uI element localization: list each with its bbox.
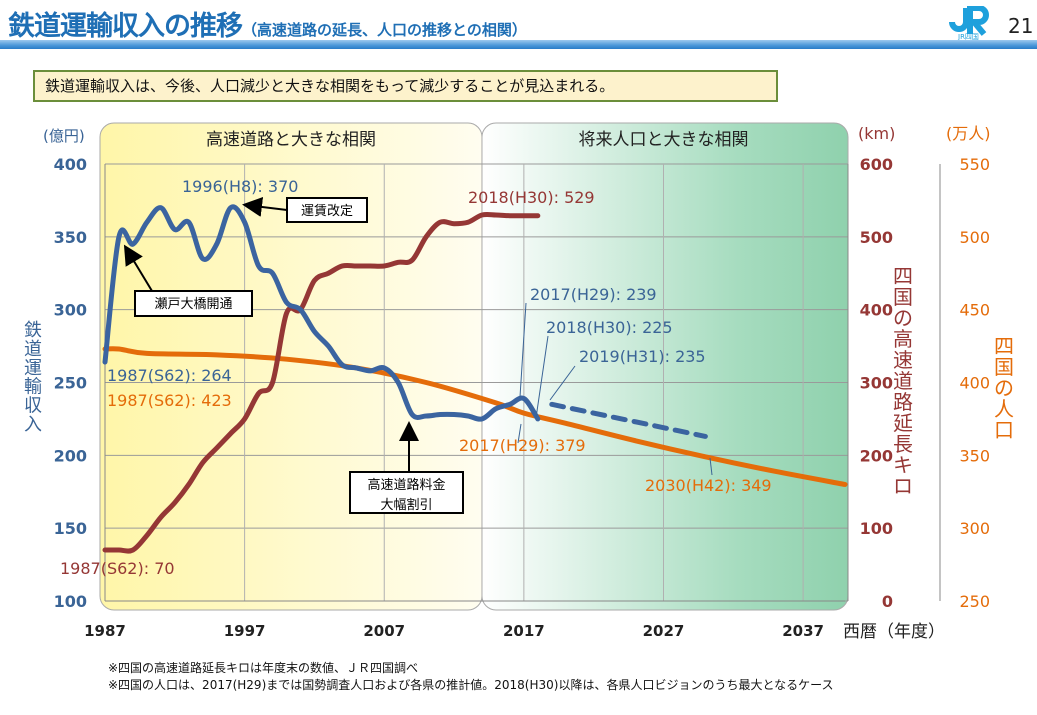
key-message-box: 鉄道運輸収入は、今後、人口減少と大きな相関をもって減少することが見込まれる。 bbox=[33, 70, 778, 102]
km-tick-label: 300 bbox=[860, 374, 893, 393]
left-axis-label-char: 収 bbox=[24, 396, 42, 417]
annotation-seto-bridge bbox=[134, 290, 253, 317]
km-tick-label: 500 bbox=[860, 228, 893, 247]
left-tick-label: 400 bbox=[54, 155, 87, 174]
series-line-revenue_projection bbox=[549, 401, 708, 439]
svg-text:JR四国: JR四国 bbox=[957, 33, 979, 40]
data-label: 1987(S62): 70 bbox=[60, 559, 175, 578]
data-label: 2019(H31): 235 bbox=[579, 347, 706, 366]
pop-axis-label-char: 口 bbox=[994, 418, 1014, 442]
x-tick-label: 2007 bbox=[363, 622, 405, 640]
footnotes: ※四国の高速道路延長キロは年度末の数値、ＪＲ四国調べ ※四国の人口は、2017(… bbox=[108, 660, 834, 694]
annotation-toll-discount-text: 高速道路料金 bbox=[367, 477, 445, 493]
page-subtitle: （高速道路の延長、人口の推移との相関） bbox=[242, 21, 527, 39]
x-axis-label: 西暦（年度） bbox=[843, 622, 945, 642]
km-axis-label-char: 高 bbox=[893, 327, 913, 351]
km-axis-label-char: 道 bbox=[893, 369, 913, 393]
pop-axis-unit: (万人) bbox=[946, 124, 991, 143]
km-axis-label-char: の bbox=[893, 306, 913, 330]
left-axis-label-char: 輸 bbox=[24, 377, 42, 398]
left-axis-unit: (億円) bbox=[43, 127, 85, 145]
series-line-revenue bbox=[102, 204, 541, 422]
left-axis-label-char: 道 bbox=[24, 339, 42, 360]
km-tick-label: 600 bbox=[860, 155, 893, 174]
leader-line bbox=[535, 335, 549, 419]
arrow bbox=[123, 244, 153, 292]
series-line-highway bbox=[102, 211, 541, 554]
left-tick-label: 250 bbox=[54, 374, 87, 393]
footnote: ※四国の高速道路延長キロは年度末の数値、ＪＲ四国調べ bbox=[108, 661, 419, 675]
jr-logo: JR四国 bbox=[949, 6, 989, 40]
annotation-fare-revision bbox=[286, 197, 368, 223]
pop-axis-label-char: の bbox=[994, 376, 1014, 400]
left-axis-label-char: 鉄 bbox=[24, 320, 42, 341]
annotation-toll-discount-text: 大幅割引 bbox=[380, 497, 432, 513]
data-label: 1987(S62): 423 bbox=[107, 391, 232, 410]
leader-line bbox=[549, 365, 576, 401]
pop-tick-label: 300 bbox=[959, 519, 990, 538]
pop-tick-label: 350 bbox=[959, 446, 990, 465]
x-tick-label: 1997 bbox=[224, 622, 266, 640]
footnote: ※四国の人口は、2017(H29)までは国勢調査人口および各県の推計値。2018… bbox=[108, 678, 834, 692]
pop-tick-label: 250 bbox=[959, 592, 990, 611]
left-tick-label: 150 bbox=[54, 519, 87, 538]
pop-axis-label-char: 国 bbox=[994, 355, 1014, 379]
page-number: 21 bbox=[1008, 14, 1034, 38]
pop-axis-label-char: 人 bbox=[994, 397, 1014, 421]
page-title: 鉄道運輸収入の推移（高速道路の延長、人口の推移との相関） bbox=[8, 4, 527, 43]
km-axis-label-char: 速 bbox=[893, 348, 913, 372]
band-label: 将来人口と大きな相関 bbox=[578, 130, 748, 150]
x-tick-label: 1987 bbox=[84, 622, 126, 640]
data-label: 2017(H29): 239 bbox=[530, 285, 657, 304]
km-axis-label-char: 国 bbox=[893, 285, 913, 309]
km-tick-label: 0 bbox=[882, 592, 893, 611]
km-axis-unit: (km) bbox=[858, 124, 895, 143]
data-label: 2017(H29): 379 bbox=[459, 436, 586, 455]
km-axis-label-char: キ bbox=[893, 453, 913, 477]
pop-tick-label: 450 bbox=[959, 301, 990, 320]
km-axis-label-char: ロ bbox=[893, 474, 913, 498]
annotation-seto-bridge-text: 瀬戸大橋開通 bbox=[154, 297, 232, 312]
left-tick-label: 300 bbox=[54, 301, 87, 320]
data-label: 2018(H30): 529 bbox=[468, 188, 595, 207]
band-label: 高速道路と大きな相関 bbox=[206, 130, 376, 150]
x-tick-label: 2027 bbox=[643, 622, 685, 640]
km-tick-label: 100 bbox=[860, 519, 893, 538]
annotation-toll-discount bbox=[349, 471, 464, 514]
data-label: 1987(S62): 264 bbox=[107, 366, 232, 385]
km-tick-label: 400 bbox=[860, 301, 893, 320]
title-text: 鉄道運輸収入の推移 bbox=[8, 11, 243, 42]
km-axis-label-char: 延 bbox=[893, 411, 913, 435]
annotation-fare-revision-text: 運賃改定 bbox=[301, 204, 353, 219]
data-label: 2030(H42): 349 bbox=[645, 476, 772, 495]
km-axis-label-char: 長 bbox=[893, 432, 913, 456]
arrow bbox=[242, 197, 288, 217]
data-label: 1996(H8): 370 bbox=[182, 177, 298, 196]
pop-tick-label: 550 bbox=[959, 155, 990, 174]
leader-line bbox=[709, 457, 713, 476]
pop-tick-label: 400 bbox=[959, 374, 990, 393]
left-axis-label-char: 運 bbox=[24, 358, 42, 379]
left-tick-label: 200 bbox=[54, 446, 87, 465]
leader-line bbox=[519, 302, 527, 398]
km-axis-label-char: 路 bbox=[893, 390, 913, 414]
pop-tick-label: 500 bbox=[959, 228, 990, 247]
x-tick-label: 2017 bbox=[503, 622, 545, 640]
km-tick-label: 200 bbox=[860, 446, 893, 465]
km-axis-label-char: 四 bbox=[893, 264, 913, 288]
left-tick-label: 100 bbox=[54, 592, 87, 611]
header-divider bbox=[0, 40, 1037, 49]
series-line-population bbox=[102, 346, 848, 487]
leader-line bbox=[517, 423, 522, 444]
x-tick-label: 2037 bbox=[782, 622, 824, 640]
left-tick-label: 350 bbox=[54, 228, 87, 247]
pop-axis-label-char: 四 bbox=[994, 334, 1014, 358]
left-axis-label-char: 入 bbox=[24, 415, 42, 436]
data-label: 2018(H30): 225 bbox=[546, 318, 673, 337]
